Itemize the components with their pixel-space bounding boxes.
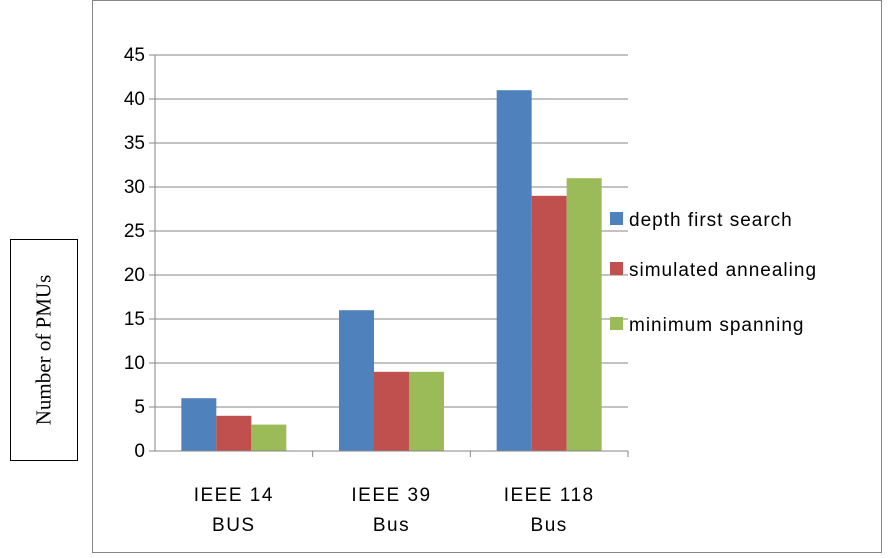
legend-label: simulated annealing xyxy=(629,260,817,281)
legend-label: minimum spanning xyxy=(629,315,804,336)
axes: 0 5 10 15 20 25 30 35 40 45 IEEE 14 BUS IEEE 39 Bus IE… xyxy=(124,45,629,536)
bar xyxy=(181,398,217,451)
bar xyxy=(251,424,287,451)
gridlines xyxy=(155,54,628,408)
bar xyxy=(339,310,374,451)
y-axis-label: Number of PMUs xyxy=(31,274,56,426)
bar xyxy=(566,178,602,451)
legend-label: depth first search xyxy=(629,210,793,231)
bar xyxy=(374,371,409,451)
x-tick-label: Bus xyxy=(531,515,568,536)
bar xyxy=(496,90,532,451)
bars xyxy=(181,90,602,451)
y-tick-label: 45 xyxy=(124,45,145,66)
x-tick-label: Bus xyxy=(373,515,410,536)
x-tick-label: IEEE 118 xyxy=(504,485,595,506)
bar xyxy=(409,371,444,451)
y-tick-label: 15 xyxy=(124,309,145,330)
legend: depth first search simulated annealing min… xyxy=(610,210,817,336)
bar-chart: 0 5 10 15 20 25 30 35 40 45 IEEE 14 BUS IEEE 39 Bus IE… xyxy=(124,45,817,536)
y-tick-label: 20 xyxy=(124,265,145,286)
x-tick-label: BUS xyxy=(212,515,256,536)
y-tick-label: 10 xyxy=(124,353,145,374)
y-tick-label: 30 xyxy=(124,177,145,198)
chart-frame: 0 5 10 15 20 25 30 35 40 45 IEEE 14 BUS IEEE 39 Bus IE… xyxy=(92,0,882,553)
x-tick-label: IEEE 14 xyxy=(194,485,274,506)
y-tick-label: 35 xyxy=(124,133,145,154)
y-tick-label: 5 xyxy=(134,397,145,418)
bar xyxy=(531,195,567,451)
bar xyxy=(216,415,252,451)
legend-swatch xyxy=(610,212,623,225)
x-tick-label: IEEE 39 xyxy=(351,485,431,506)
y-axis-label-box: Number of PMUs xyxy=(10,239,78,461)
legend-swatch xyxy=(610,317,623,330)
y-tick-label: 0 xyxy=(134,441,145,462)
y-tick-label: 25 xyxy=(124,221,145,242)
y-tick-label: 40 xyxy=(124,89,145,110)
legend-swatch xyxy=(610,262,623,275)
